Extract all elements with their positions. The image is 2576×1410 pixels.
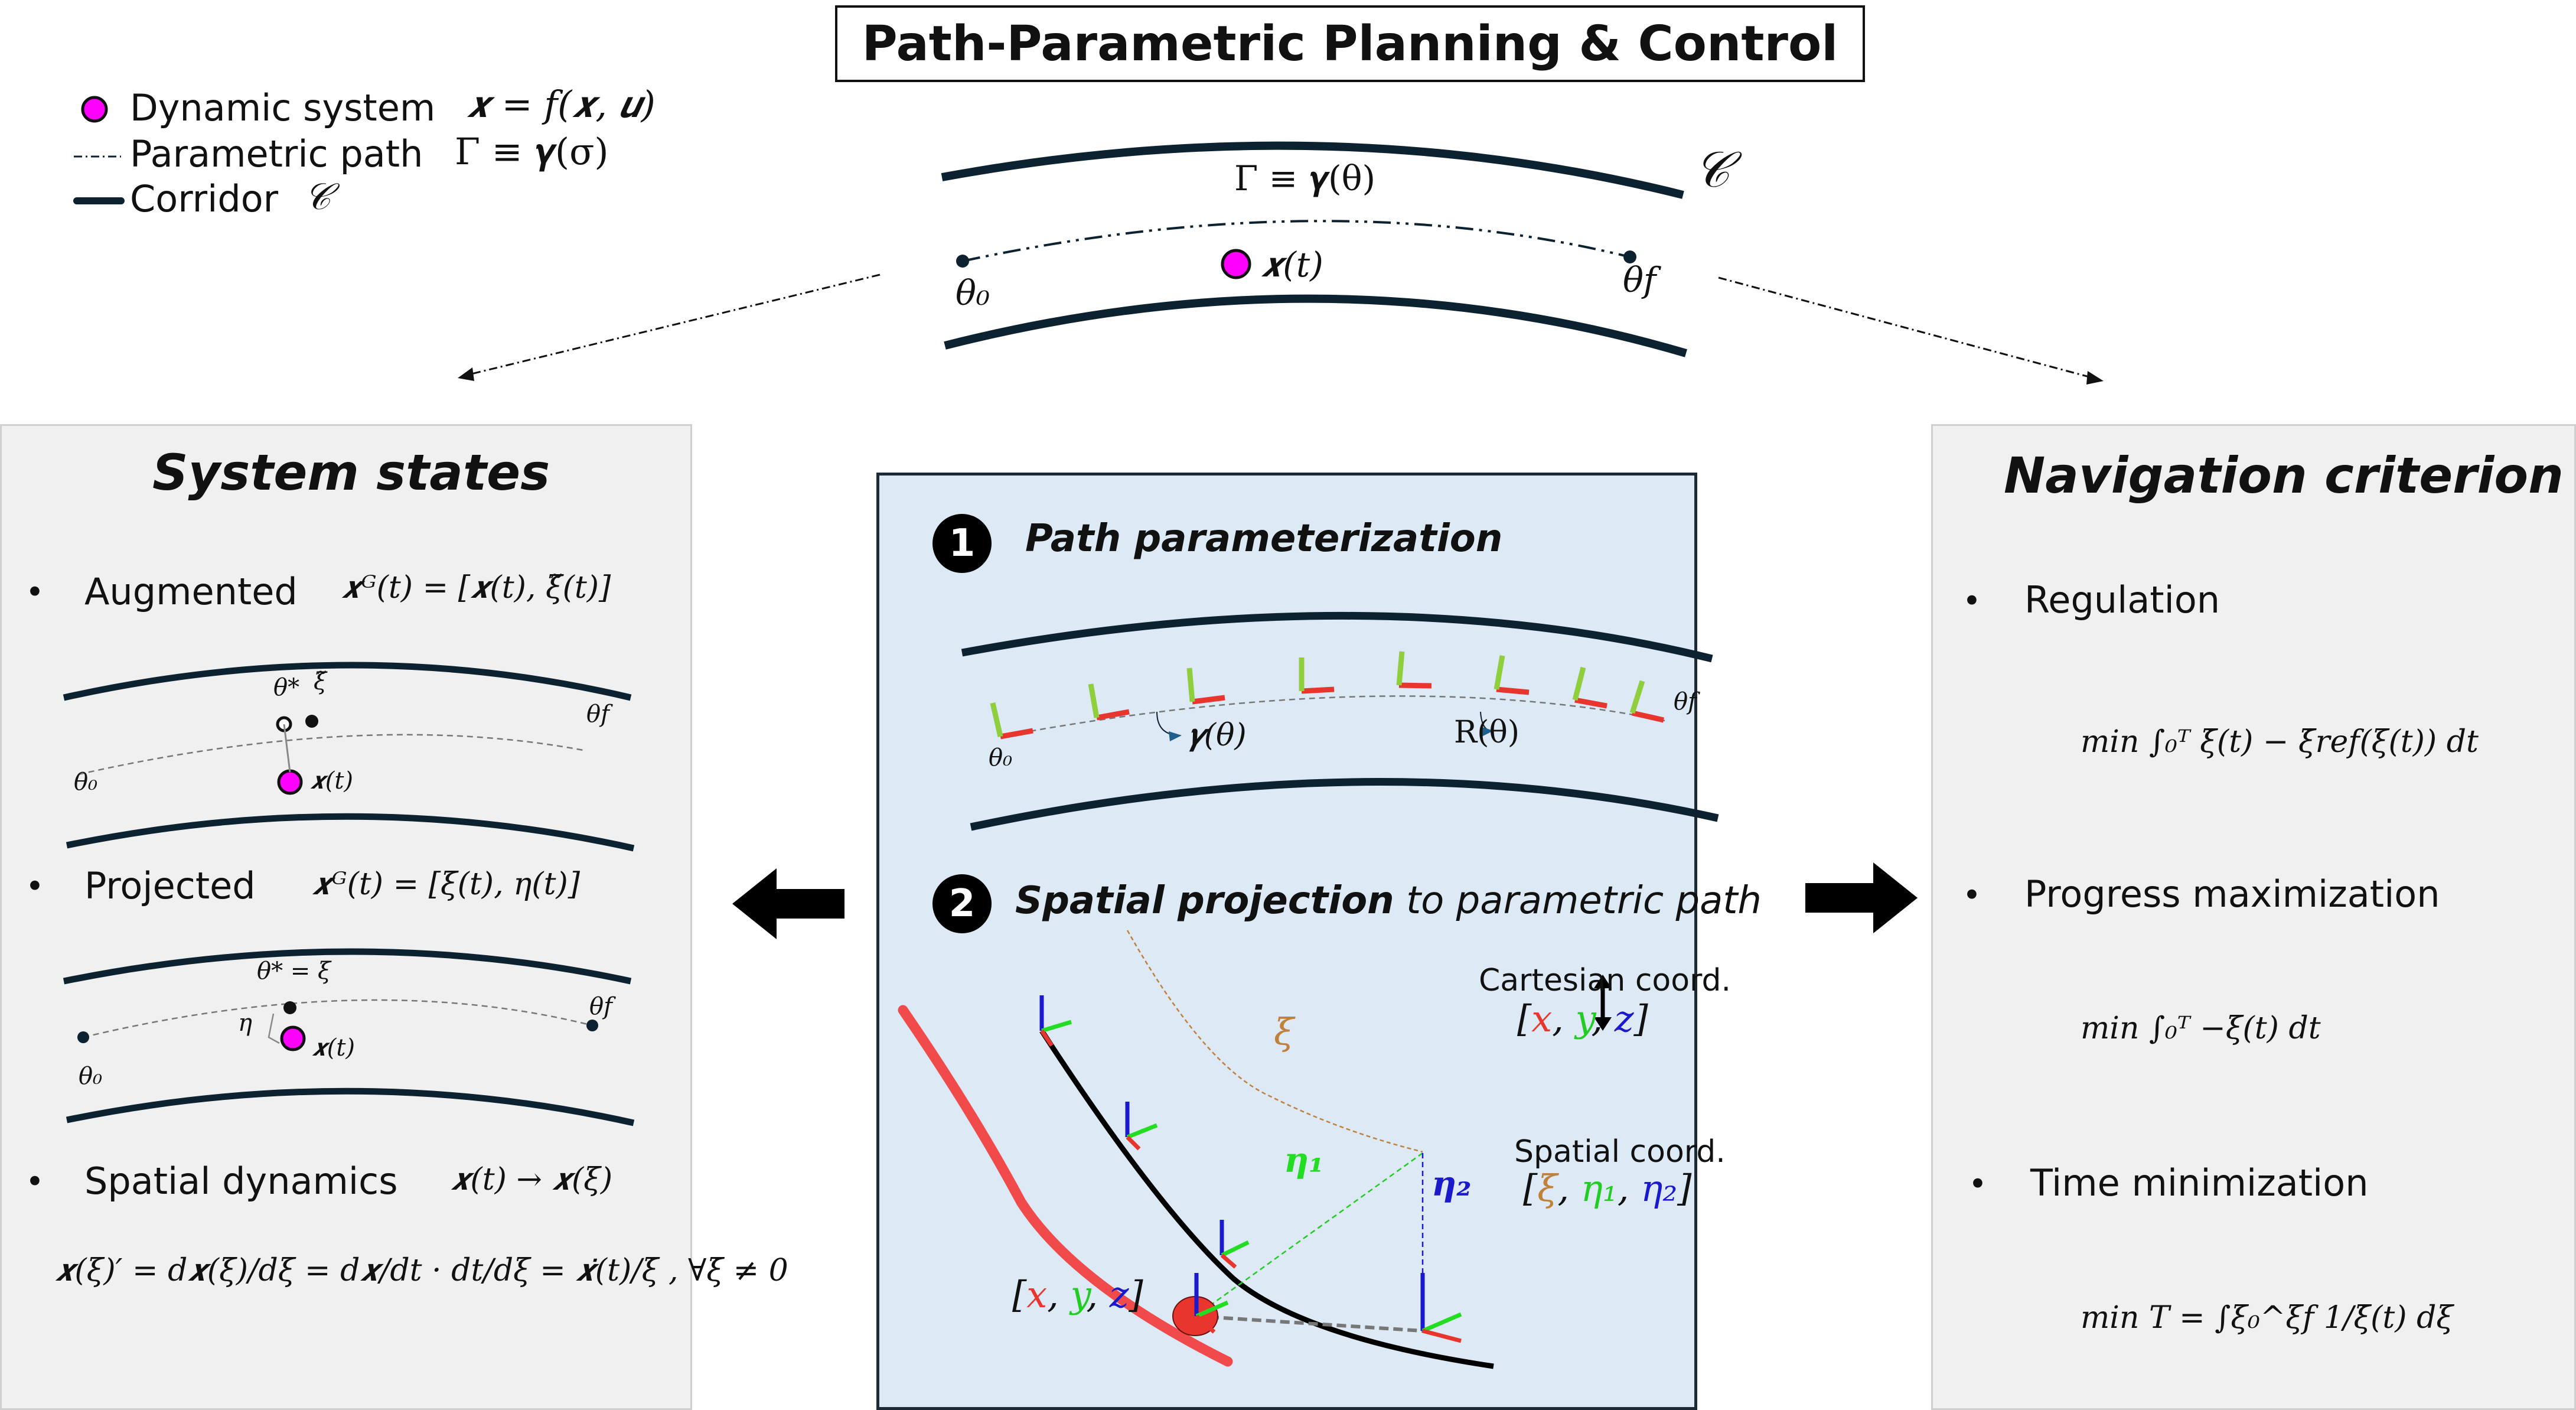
arrow-to-navigation-criterion bbox=[1718, 276, 2094, 379]
regulation-label: Regulation bbox=[2024, 578, 2220, 621]
projected-theta0: θ₀ bbox=[79, 1063, 103, 1090]
top-corridor-lower-boundary bbox=[944, 294, 1687, 357]
page-title: Path-Parametric Planning & Control bbox=[835, 5, 1865, 82]
bullet-icon: • bbox=[25, 574, 44, 611]
legend-parametric-path-label: Parametric path bbox=[130, 132, 423, 175]
xi-label: ξ bbox=[1274, 1010, 1294, 1053]
projected-theta-star-eq: θ* = ξ bbox=[257, 958, 331, 985]
top-corridor-upper-boundary bbox=[941, 141, 1684, 199]
step2-title-rest: to parametric path bbox=[1394, 879, 1762, 923]
legend-parametric-path-eq: Γ ≡ 𝜸(σ) bbox=[455, 130, 609, 173]
step1-number: 1 bbox=[932, 514, 992, 573]
step1-gamma-label: 𝜸(θ) bbox=[1186, 718, 1247, 753]
augmented-state-label: 𝒙(t) bbox=[310, 767, 354, 794]
step2-number: 2 bbox=[932, 874, 992, 933]
step1-title: Path parameterization bbox=[1025, 517, 1503, 561]
step2-title-bold: Spatial projection bbox=[1015, 879, 1394, 923]
system-states-title: System states bbox=[152, 444, 550, 502]
spatial-projection-diagram bbox=[898, 930, 1612, 1369]
bullet-icon: • bbox=[25, 1163, 44, 1200]
legend-corridor-label: Corridor bbox=[130, 177, 279, 220]
step1-thetaf: θf bbox=[1674, 688, 1697, 715]
legend-corridor-symbol: 𝒞 bbox=[304, 175, 331, 218]
spatial-dynamics-formula: 𝒙(ξ)′ = d𝒙(ξ)/dξ = d𝒙/dt · dt/dξ = 𝒙̇(t)… bbox=[55, 1253, 788, 1288]
projected-label: Projected bbox=[84, 864, 256, 907]
augmented-diagram bbox=[63, 662, 635, 852]
projected-eq: 𝒙ᴳ(t) = [ξ(t), η(t)] bbox=[312, 867, 581, 902]
spatial-coord-vector: [ξ, η₁, η₂] bbox=[1523, 1167, 1692, 1210]
cartesian-coord-label: Cartesian coord. bbox=[1479, 963, 1732, 998]
robot-coord-vector: [x, y, z] bbox=[1012, 1273, 1143, 1316]
right-arrow-icon bbox=[1805, 862, 1918, 933]
augmented-theta0: θ₀ bbox=[74, 769, 98, 796]
parametric-path-line-icon bbox=[74, 155, 121, 158]
cartesian-coord-vector: [x, y, z] bbox=[1517, 997, 1648, 1040]
projected-state-marker-icon bbox=[280, 1025, 306, 1051]
method-panel: 1 Path parameterization 𝜸(θ) R(θ) θ₀ θf … bbox=[876, 473, 1762, 1410]
bullet-icon: • bbox=[25, 868, 44, 905]
projected-state-label: 𝒙(t) bbox=[312, 1034, 356, 1061]
legend-dynamic-system-label: Dynamic system bbox=[130, 86, 436, 129]
left-arrow-icon bbox=[732, 868, 844, 939]
projected-thetaf: θf bbox=[589, 993, 612, 1020]
regulation-eq: min ∫₀ᵀ ξ̇(t) − ξ̇ref(ξ(t)) dt bbox=[2081, 724, 2479, 760]
top-theta0-label: θ₀ bbox=[956, 273, 990, 313]
top-corridor-symbol: 𝒞 bbox=[1694, 141, 1730, 198]
top-path-label: Γ ≡ 𝜸(θ) bbox=[1234, 158, 1376, 198]
augmented-theta-star: θ* bbox=[273, 674, 300, 701]
top-thetaf-point bbox=[1623, 250, 1636, 263]
system-states-panel: System states • Augmented 𝒙ᴳ(t) = [𝒙(t),… bbox=[0, 424, 788, 1410]
spatial-coord-label: Spatial coord. bbox=[1514, 1134, 1726, 1170]
bullet-icon: • bbox=[1968, 1165, 1987, 1203]
time-label: Time minimization bbox=[2030, 1161, 2369, 1204]
projected-eta: η bbox=[238, 1010, 252, 1037]
navigation-criterion-title: Navigation criterion bbox=[2004, 447, 2564, 504]
navigation-criterion-panel: Navigation criterion • Regulation min ∫₀… bbox=[1931, 424, 2576, 1410]
augmented-label: Augmented bbox=[84, 570, 298, 613]
top-corridor-diagram bbox=[458, 141, 2104, 385]
augmented-state-marker-icon bbox=[277, 769, 303, 795]
arrow-to-system-states bbox=[466, 273, 881, 376]
top-parametric-path bbox=[962, 220, 1631, 262]
path-parameterization-diagram bbox=[961, 611, 1719, 831]
eta2-label: 𝜼₂ bbox=[1432, 1164, 1472, 1204]
time-eq: min T = ∫ξ₀^ξf 1/ξ̇(t) dξ bbox=[2081, 1300, 2454, 1336]
projected-diagram bbox=[63, 948, 635, 1126]
spatial-dynamics-label: Spatial dynamics bbox=[84, 1160, 398, 1203]
top-state-marker-icon bbox=[1221, 249, 1251, 279]
step1-theta0: θ₀ bbox=[989, 744, 1013, 771]
legend-dynamic-system-eq: 𝒙 = f(𝒙, 𝒖) bbox=[467, 83, 656, 126]
augmented-eq: 𝒙ᴳ(t) = [𝒙(t), ξ̃(t)] bbox=[341, 570, 611, 605]
top-theta0-point bbox=[956, 255, 969, 268]
step1-R-label: R(θ) bbox=[1454, 715, 1520, 750]
corridor-line-icon bbox=[73, 197, 125, 204]
progress-eq: min ∫₀ᵀ −ξ(t) dt bbox=[2081, 1011, 2321, 1046]
spatial-dynamics-eq: 𝒙(t) → 𝒙(ξ) bbox=[451, 1162, 613, 1197]
bullet-icon: • bbox=[1962, 582, 1981, 620]
dynamic-system-marker-icon bbox=[81, 96, 108, 123]
augmented-xi-tilde: ξ̃ bbox=[314, 668, 327, 695]
progress-label: Progress maximization bbox=[2024, 872, 2440, 916]
eta1-label: 𝜼₁ bbox=[1284, 1140, 1324, 1180]
augmented-thetaf: θf bbox=[586, 701, 609, 728]
top-state-label: 𝒙(t) bbox=[1261, 245, 1323, 285]
bullet-icon: • bbox=[1962, 877, 1981, 914]
top-thetaf-label: θf bbox=[1623, 260, 1657, 300]
